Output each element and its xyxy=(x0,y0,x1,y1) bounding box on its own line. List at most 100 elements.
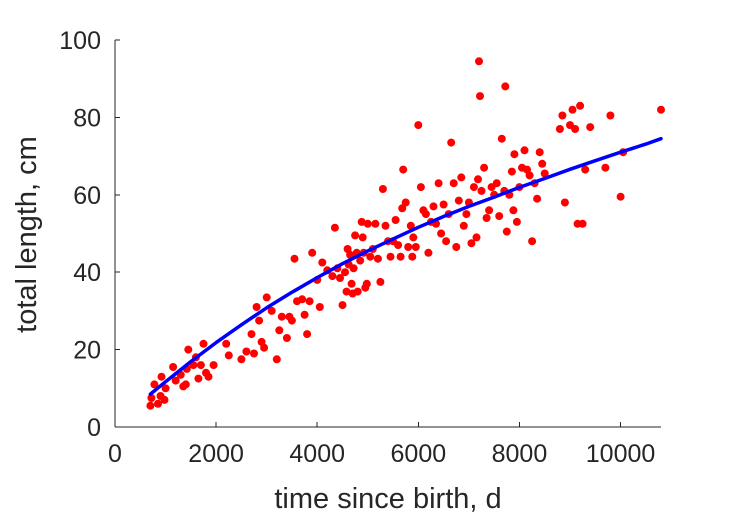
data-point xyxy=(581,165,590,174)
data-point xyxy=(555,125,564,133)
data-point xyxy=(510,150,519,159)
data-point xyxy=(520,146,529,155)
x-tick-label: 0 xyxy=(108,440,122,468)
data-point xyxy=(459,221,468,230)
data-point xyxy=(300,310,309,319)
data-point xyxy=(401,198,410,207)
data-point xyxy=(338,301,347,310)
data-point xyxy=(437,229,446,238)
data-point xyxy=(171,376,180,385)
data-point xyxy=(303,330,312,339)
data-point xyxy=(154,399,162,408)
data-point xyxy=(501,82,510,91)
data-point xyxy=(606,111,615,120)
data-point xyxy=(386,252,395,261)
data-point xyxy=(571,125,580,133)
data-point xyxy=(169,363,178,371)
data-point xyxy=(161,384,170,393)
data-point xyxy=(358,233,367,242)
data-point xyxy=(330,223,339,232)
data-point xyxy=(540,169,549,178)
data-point xyxy=(406,221,415,230)
data-point xyxy=(363,219,372,228)
data-point xyxy=(398,204,407,213)
data-point xyxy=(560,198,569,207)
data-point xyxy=(308,248,317,257)
data-point xyxy=(376,277,385,286)
data-point xyxy=(586,123,595,132)
y-tick-label: 80 xyxy=(73,104,101,132)
data-point xyxy=(538,159,547,168)
data-point xyxy=(373,254,382,263)
fit-curve-line xyxy=(148,136,663,396)
data-point xyxy=(480,163,489,172)
data-point xyxy=(147,394,156,402)
data-point xyxy=(408,252,417,261)
data-point xyxy=(305,297,314,306)
data-point xyxy=(616,192,625,201)
data-point xyxy=(439,200,448,209)
ticks: 0 2000 4000 6000 8000 10000 0 20 40 60 80 100 xyxy=(59,27,655,468)
data-point xyxy=(462,210,471,219)
data-point xyxy=(381,221,390,230)
y-tick-label: 0 xyxy=(87,414,101,442)
data-point xyxy=(492,179,501,188)
data-point xyxy=(457,173,466,182)
data-point xyxy=(209,361,218,370)
data-point xyxy=(391,216,400,224)
data-point xyxy=(485,206,494,215)
data-point xyxy=(318,258,327,267)
y-axis-title: total length, cm xyxy=(11,136,43,333)
x-tick-label: 4000 xyxy=(289,440,345,468)
data-point xyxy=(416,183,425,192)
data-point xyxy=(449,179,458,188)
data-point xyxy=(260,343,269,352)
data-point xyxy=(315,303,324,311)
data-point xyxy=(181,380,190,389)
y-tick-label: 40 xyxy=(73,259,101,287)
data-point xyxy=(287,316,296,325)
data-point xyxy=(507,167,516,176)
data-point xyxy=(222,339,231,348)
data-point xyxy=(362,279,371,288)
data-point xyxy=(421,210,430,219)
x-tick-label: 10000 xyxy=(586,440,656,468)
data-point xyxy=(242,347,251,356)
data-point xyxy=(558,111,567,120)
data-point xyxy=(247,330,256,339)
data-point xyxy=(146,401,155,410)
data-point xyxy=(250,349,258,358)
data-point xyxy=(535,148,544,157)
y-tick-label: 20 xyxy=(73,337,101,365)
data-point xyxy=(184,345,193,354)
data-point xyxy=(366,252,375,261)
data-point xyxy=(275,326,284,335)
data-point xyxy=(255,316,264,325)
axes xyxy=(114,40,661,428)
data-point xyxy=(342,287,351,296)
data-point xyxy=(601,163,610,172)
data-point xyxy=(475,57,483,66)
data-point xyxy=(657,105,665,114)
data-point xyxy=(351,231,360,240)
data-point xyxy=(454,196,463,205)
data-point xyxy=(272,355,281,364)
data-point xyxy=(424,248,433,257)
data-point xyxy=(336,274,344,282)
data-point xyxy=(371,219,380,228)
data-point xyxy=(394,241,403,250)
data-point xyxy=(404,243,413,251)
data-point xyxy=(399,165,408,174)
data-point xyxy=(452,243,461,251)
data-point xyxy=(409,233,418,242)
data-point xyxy=(150,380,159,389)
data-point xyxy=(347,279,356,288)
data-point xyxy=(396,252,405,261)
data-point xyxy=(447,138,456,147)
data-point xyxy=(194,374,203,383)
fit-curve-group xyxy=(148,136,663,396)
data-point xyxy=(341,268,349,277)
data-point xyxy=(357,217,366,226)
x-axis-title: time since birth, d xyxy=(274,483,501,515)
data-point xyxy=(237,355,246,364)
